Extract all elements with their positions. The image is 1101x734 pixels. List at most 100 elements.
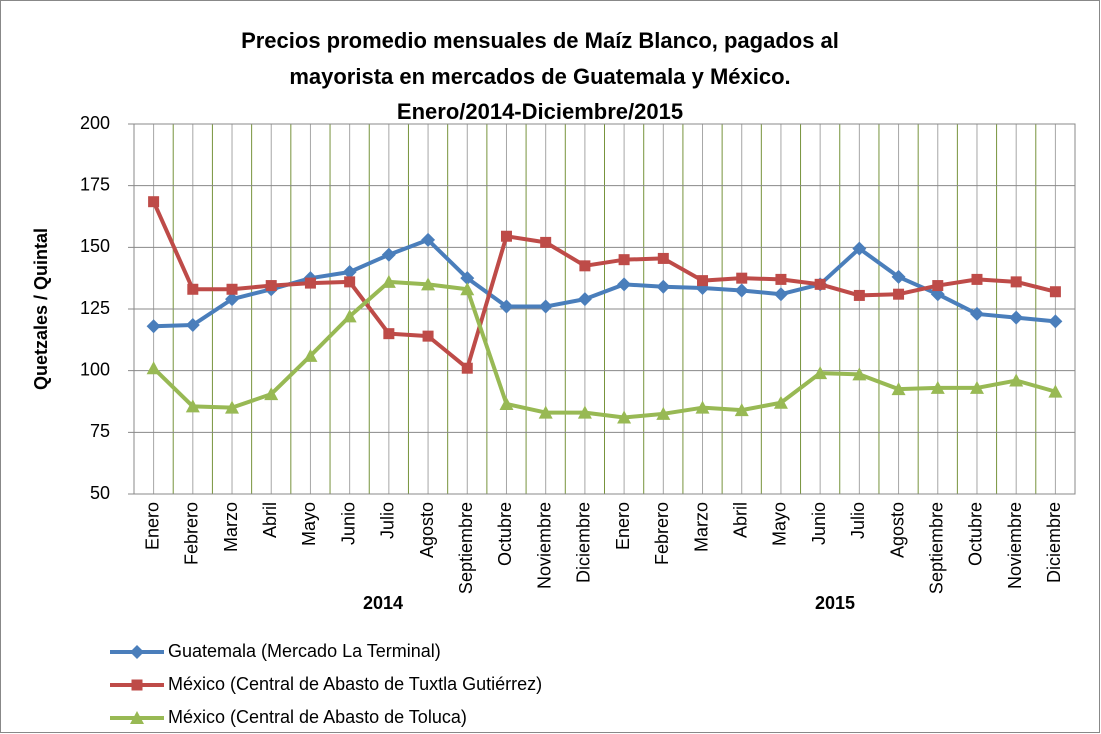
x-tick-label: Febrero [182, 502, 202, 565]
marker [344, 276, 356, 288]
x-tick-label: Marzo [691, 502, 711, 552]
x-tick-label: Abril [260, 502, 280, 538]
y-tick-label: 150 [80, 236, 110, 256]
marker [1009, 373, 1024, 387]
marker [422, 330, 434, 342]
x-tick-label: Diciembre [574, 502, 594, 583]
marker [130, 711, 144, 724]
marker [130, 645, 144, 659]
marker [226, 283, 238, 295]
marker [185, 399, 200, 413]
y-tick-label: 175 [80, 174, 110, 194]
marker [853, 289, 865, 301]
marker [460, 271, 475, 286]
legend-label: Guatemala (Mercado La Terminal) [168, 641, 441, 661]
marker [225, 292, 240, 307]
plot-border [133, 123, 1076, 495]
marker [185, 318, 200, 333]
marker [304, 277, 316, 289]
marker [852, 241, 867, 256]
marker [538, 299, 553, 314]
marker [932, 280, 944, 292]
marker [617, 277, 632, 292]
marker [775, 273, 787, 285]
x-tick-label: Noviembre [534, 502, 554, 589]
marker [969, 306, 984, 321]
marker [1048, 384, 1063, 398]
chart-title: Enero/2014-Diciembre/2015 [397, 99, 683, 124]
chart-title: Precios promedio mensuales de Maíz Blanc… [241, 28, 839, 53]
legend-label: México (Central de Abasto de Tuxtla Guti… [168, 674, 542, 694]
x-tick-label: Septiembre [927, 502, 947, 594]
marker [146, 319, 161, 334]
marker [187, 283, 199, 295]
marker [930, 380, 945, 394]
x-tick-label: Septiembre [456, 502, 476, 594]
marker [1009, 310, 1024, 325]
legend-label: México (Central de Abasto de Toluca) [168, 707, 467, 727]
y-tick-label: 100 [80, 359, 110, 379]
marker [342, 265, 357, 279]
marker [1048, 314, 1063, 329]
marker [657, 252, 669, 264]
marker [969, 380, 984, 394]
x-tick-label: Febrero [652, 502, 672, 565]
series-line [151, 200, 1056, 371]
y-tick-label: 50 [90, 483, 110, 503]
year-label: 2014 [363, 593, 403, 613]
y-axis-label: Quetzales / Quintal [31, 228, 51, 390]
marker [695, 400, 710, 414]
x-tick-label: Julio [378, 502, 398, 539]
marker [499, 299, 514, 314]
chart-title: mayorista en mercados de Guatemala y Méx… [289, 64, 790, 89]
marker [146, 361, 161, 375]
y-tick-label: 75 [90, 421, 110, 441]
marker [460, 282, 475, 296]
marker [540, 236, 552, 248]
x-tick-label: Abril [730, 502, 750, 538]
marker [383, 328, 395, 340]
x-tick-label: Marzo [221, 502, 241, 552]
marker [461, 362, 473, 374]
x-tick-label: Diciembre [1044, 502, 1064, 583]
x-tick-label: Enero [142, 502, 162, 550]
x-tick-label: Junio [338, 502, 358, 545]
marker [814, 278, 826, 290]
marker [891, 382, 906, 396]
marker [618, 254, 630, 266]
marker [852, 367, 867, 381]
marker [773, 395, 788, 409]
marker [813, 366, 828, 380]
marker [656, 406, 671, 420]
marker [381, 247, 396, 262]
marker [1010, 276, 1022, 288]
x-tick-label: Mayo [770, 502, 790, 546]
marker [734, 403, 749, 417]
marker [893, 288, 905, 300]
x-tick-label: Enero [613, 502, 633, 550]
marker [736, 272, 748, 284]
x-tick-label: Noviembre [1005, 502, 1025, 589]
x-tick-label: Octubre [495, 502, 515, 566]
marker [148, 196, 160, 208]
marker [225, 400, 240, 414]
y-tick-label: 200 [80, 113, 110, 133]
marker [421, 277, 436, 291]
x-tick-label: Agosto [417, 502, 437, 558]
marker [500, 230, 512, 242]
marker [421, 232, 436, 247]
marker [303, 348, 318, 362]
marker [381, 274, 396, 288]
marker [656, 279, 671, 294]
marker [697, 275, 709, 287]
marker [579, 260, 591, 272]
marker [577, 292, 592, 307]
marker [773, 287, 788, 302]
year-label: 2015 [815, 593, 855, 613]
marker [538, 405, 553, 419]
marker [734, 283, 749, 298]
x-tick-label: Julio [848, 502, 868, 539]
marker [265, 280, 277, 292]
